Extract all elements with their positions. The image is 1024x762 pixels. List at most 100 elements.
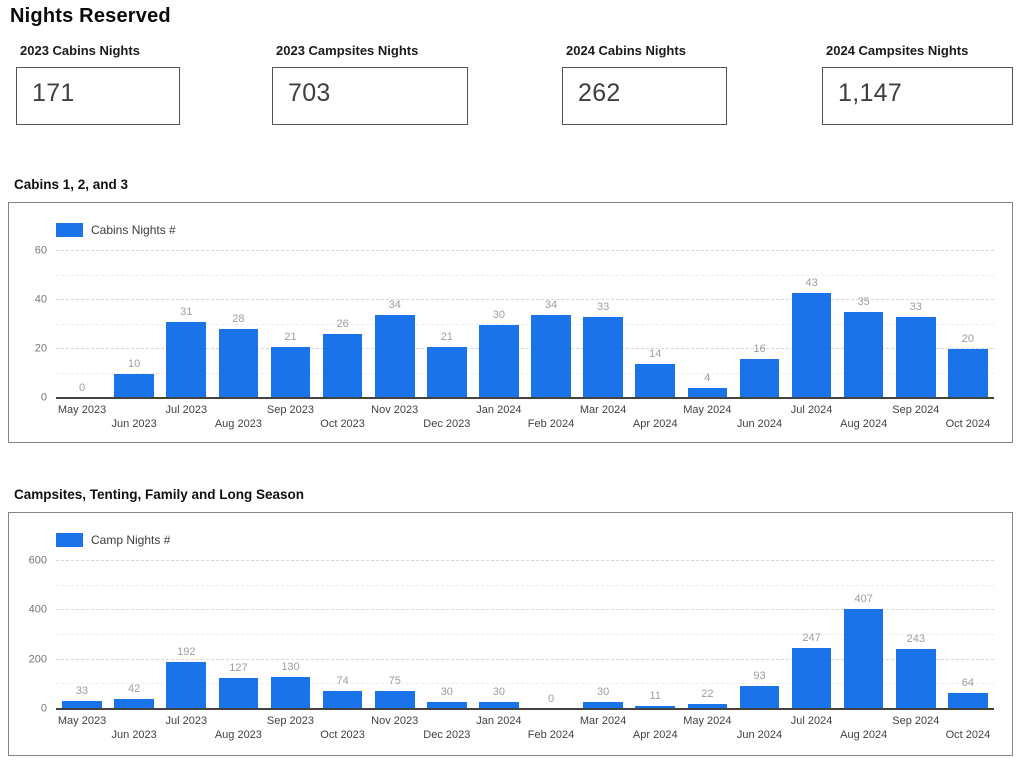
scorecard-value: 171 bbox=[32, 79, 75, 107]
x-axis-label: Jun 2024 bbox=[736, 418, 783, 430]
bar[interactable] bbox=[218, 677, 259, 709]
x-axis-label: Oct 2023 bbox=[320, 729, 365, 741]
chart-legend: Cabins Nights # bbox=[56, 223, 176, 237]
x-axis-label: Mar 2024 bbox=[579, 715, 627, 727]
bar-slot: 31 Jul 2023 bbox=[160, 251, 212, 416]
scorecard-label: 2023 Cabins Nights bbox=[20, 43, 140, 58]
bar-value-label: 93 bbox=[753, 670, 766, 683]
bar-value-label: 243 bbox=[906, 633, 925, 646]
y-axis-tick-label: 0 bbox=[40, 702, 47, 715]
bar[interactable] bbox=[739, 358, 780, 398]
bar[interactable] bbox=[479, 324, 519, 398]
bar-value-label: 31 bbox=[180, 306, 193, 319]
bar[interactable] bbox=[322, 334, 363, 398]
gridline-minor bbox=[56, 584, 994, 586]
bar[interactable] bbox=[479, 701, 519, 709]
bar[interactable] bbox=[896, 649, 936, 709]
bar-value-label: 14 bbox=[649, 347, 662, 360]
x-axis-label: Aug 2024 bbox=[840, 418, 888, 430]
bar-slot: 14 Apr 2024 bbox=[629, 251, 681, 429]
bar-value-label: 130 bbox=[281, 660, 300, 673]
bar-value-label: 192 bbox=[177, 645, 196, 658]
scorecard-2024-cabins: 2024 Cabins Nights 262 bbox=[562, 43, 727, 125]
gridline bbox=[56, 609, 994, 611]
bar[interactable] bbox=[114, 373, 154, 398]
x-axis-label: Feb 2024 bbox=[527, 729, 575, 741]
bar-value-label: 22 bbox=[701, 687, 714, 700]
bar[interactable] bbox=[270, 676, 311, 709]
x-axis-label: Jun 2024 bbox=[736, 729, 783, 741]
bar[interactable] bbox=[635, 363, 676, 398]
bar[interactable] bbox=[739, 686, 780, 709]
bar-value-label: 33 bbox=[597, 301, 610, 314]
bar[interactable] bbox=[948, 693, 988, 709]
x-axis-label: May 2023 bbox=[57, 404, 107, 416]
bar-slot: 30 Dec 2023 bbox=[421, 561, 473, 740]
bar[interactable] bbox=[948, 349, 988, 398]
bar-value-label: 26 bbox=[336, 318, 349, 331]
bar-value-label: 75 bbox=[388, 674, 401, 687]
scorecard-2024-campsites: 2024 Campsites Nights 1,147 bbox=[822, 43, 1013, 125]
bar-slot: 21 Dec 2023 bbox=[421, 251, 473, 429]
x-axis-label: Nov 2023 bbox=[371, 404, 419, 416]
gridline bbox=[56, 658, 994, 660]
bar[interactable] bbox=[791, 292, 832, 398]
gridline-minor bbox=[56, 323, 994, 325]
bar[interactable] bbox=[896, 317, 936, 398]
bar[interactable] bbox=[114, 698, 154, 709]
x-axis-label: Nov 2023 bbox=[371, 715, 419, 727]
gridline-minor bbox=[56, 683, 994, 685]
bar[interactable] bbox=[427, 346, 467, 398]
bar-slot: 34 Feb 2024 bbox=[525, 251, 577, 429]
bar-value-label: 30 bbox=[492, 308, 506, 321]
bar[interactable] bbox=[531, 314, 571, 398]
bar-slot: 22 May 2024 bbox=[681, 561, 733, 726]
bar-value-label: 43 bbox=[805, 276, 818, 289]
bar[interactable] bbox=[791, 648, 832, 709]
bar-value-label: 35 bbox=[857, 296, 870, 309]
bar-slot: 26 Oct 2023 bbox=[317, 251, 369, 430]
x-axis-label: Jan 2024 bbox=[476, 715, 522, 727]
x-axis-label: Apr 2024 bbox=[632, 729, 678, 741]
x-axis-label: Dec 2023 bbox=[423, 729, 471, 741]
bar[interactable] bbox=[843, 608, 884, 709]
bar-slot: 247 Jul 2024 bbox=[786, 561, 838, 727]
bar[interactable] bbox=[843, 312, 884, 398]
bar[interactable] bbox=[583, 701, 623, 709]
bar-slot: 35 Aug 2024 bbox=[838, 251, 890, 430]
bar[interactable] bbox=[166, 661, 207, 709]
bar[interactable] bbox=[166, 322, 207, 398]
x-axis-label: Sep 2023 bbox=[266, 404, 315, 416]
bar[interactable] bbox=[62, 700, 102, 709]
x-axis-label: Jan 2024 bbox=[476, 404, 522, 416]
bar[interactable] bbox=[270, 346, 311, 398]
gridline-minor bbox=[56, 372, 994, 374]
bar[interactable] bbox=[374, 314, 415, 398]
gridline-minor bbox=[56, 274, 994, 276]
scorecard-2023-campsites: 2023 Campsites Nights 703 bbox=[272, 43, 468, 125]
x-axis-label: Jul 2023 bbox=[165, 404, 208, 416]
bar[interactable] bbox=[322, 690, 363, 709]
bar-slot: 33 May 2023 bbox=[56, 561, 108, 726]
bar[interactable] bbox=[635, 706, 676, 709]
x-axis-label: Jun 2023 bbox=[111, 729, 157, 741]
bar[interactable] bbox=[687, 388, 728, 398]
bar-value-label: 0 bbox=[547, 693, 555, 705]
bar-value-label: 0 bbox=[78, 382, 86, 394]
y-axis-tick-label: 400 bbox=[28, 603, 47, 616]
bar[interactable] bbox=[218, 329, 259, 398]
x-axis-label: Aug 2024 bbox=[840, 729, 888, 741]
bar-slot: 33 Sep 2024 bbox=[890, 251, 942, 416]
bar[interactable] bbox=[687, 703, 728, 709]
scorecard-value-box: 262 bbox=[562, 67, 727, 125]
bar-value-label: 33 bbox=[909, 301, 922, 314]
bar[interactable] bbox=[583, 317, 623, 398]
scorecard-label: 2024 Cabins Nights bbox=[566, 43, 686, 58]
bar[interactable] bbox=[374, 690, 415, 709]
bar-slot: 30 Jan 2024 bbox=[473, 251, 525, 416]
bar[interactable] bbox=[427, 701, 467, 709]
bar-slot: 20 Oct 2024 bbox=[942, 251, 994, 430]
x-axis-label: Aug 2023 bbox=[214, 729, 262, 741]
bar-slot: 43 Jul 2024 bbox=[786, 251, 838, 415]
bar-value-label: 407 bbox=[854, 592, 873, 605]
